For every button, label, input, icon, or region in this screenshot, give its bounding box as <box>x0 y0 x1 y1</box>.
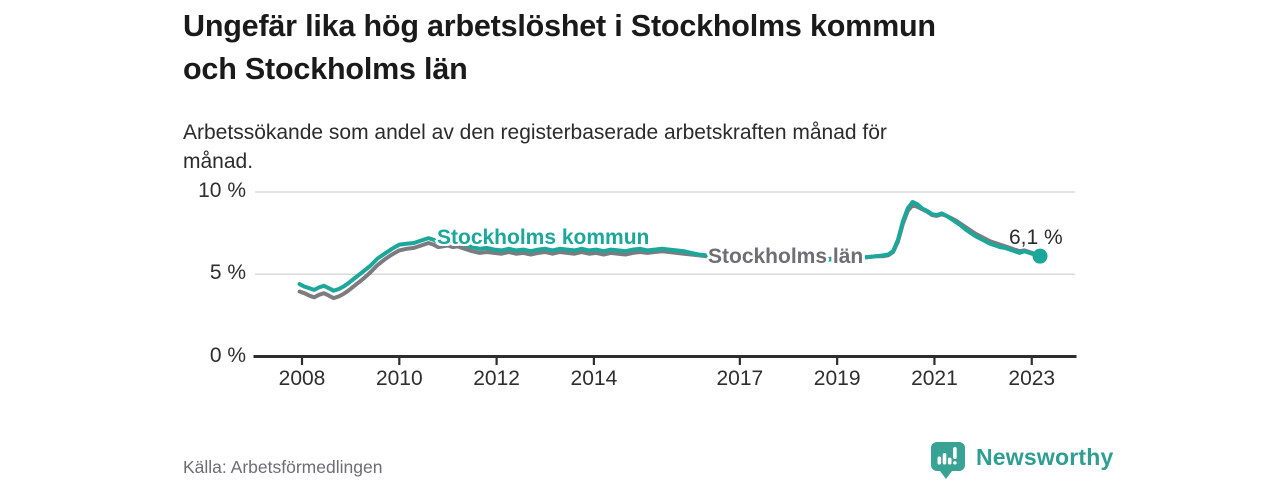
x-axis-tick-label: 2014 <box>570 367 618 390</box>
y-axis-tick-label: 5 % <box>209 261 246 285</box>
y-axis-tick-label: 10 % <box>198 179 246 202</box>
series-line <box>297 199 1042 293</box>
newsworthy-wordmark: Newsworthy <box>976 443 1114 470</box>
x-axis-tick-label: 2019 <box>813 367 861 390</box>
chart-subtitle: Arbetssökande som andel av den registerb… <box>183 118 1033 176</box>
series-label-stockholms-lan: Stockholms län <box>708 245 864 268</box>
y-axis-tick-label: 0 % <box>209 343 246 367</box>
newsworthy-bar-chart-bubble-icon <box>931 442 965 479</box>
series-label-stockholms-kommun: Stockholms kommun <box>437 226 650 249</box>
page-title: Ungefär lika hög arbetslöshet i Stockhol… <box>183 5 1103 91</box>
x-axis-tick-label: 2021 <box>911 367 958 390</box>
x-axis-tick-label: 2017 <box>716 367 764 390</box>
end-point-marker <box>1032 248 1048 264</box>
title-line-1: Ungefär lika hög arbetslöshet i Stockhol… <box>183 9 936 43</box>
end-value-label: 6,1 % <box>1009 226 1063 249</box>
subtitle-line-2: månad. <box>183 150 254 173</box>
source-credit: Källa: Arbetsförmedlingen <box>183 457 383 477</box>
x-axis-tick-label: 2008 <box>278 367 326 390</box>
newsworthy-logo: Newsworthy <box>929 440 1113 480</box>
x-axis-tick-label: 2010 <box>375 367 423 390</box>
title-line-2: och Stockholms län <box>183 52 468 86</box>
subtitle-line-1: Arbetssökande som andel av den registerb… <box>183 121 887 144</box>
x-axis-tick-label: 2023 <box>1008 367 1056 390</box>
x-axis-tick-label: 2012 <box>473 367 520 390</box>
